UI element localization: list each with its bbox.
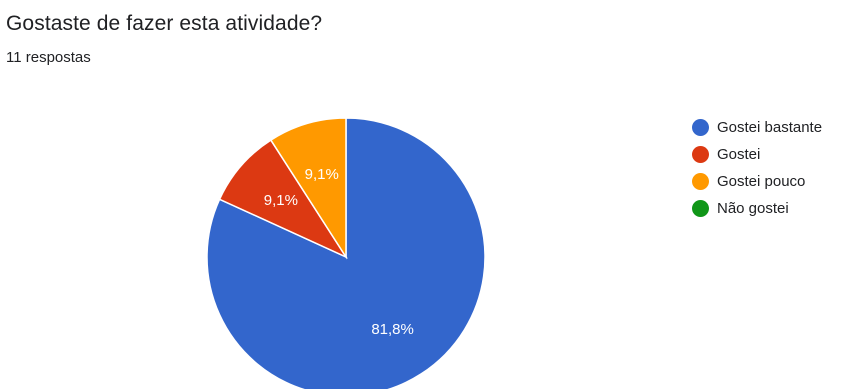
- chart-legend: Gostei bastante Gostei Gostei pouco Não gos…: [692, 114, 822, 222]
- pie-slice-label-2: 9,1%: [305, 166, 339, 183]
- legend-label: Gostei pouco: [717, 173, 806, 190]
- pie-slice-1[interactable]: [218, 139, 349, 259]
- pie-slice-2[interactable]: [269, 117, 347, 260]
- pie-slice-label-0: 81,8%: [371, 321, 414, 338]
- legend-swatch: [692, 119, 709, 136]
- question-title: Gostaste de fazer esta atividade?: [6, 12, 323, 35]
- legend-swatch: [692, 173, 709, 190]
- pie-slice-label-1: 9,1%: [264, 192, 298, 209]
- pie-slice-0[interactable]: [206, 117, 486, 389]
- legend-label: Não gostei: [717, 200, 789, 217]
- legend-item[interactable]: Gostei pouco: [692, 168, 822, 195]
- response-count: 11 respostas: [6, 49, 91, 66]
- pie-chart: 81,8% 9,1% 9,1%: [206, 117, 486, 389]
- legend-item[interactable]: Gostei: [692, 141, 822, 168]
- legend-item[interactable]: Não gostei: [692, 195, 822, 222]
- legend-item[interactable]: Gostei bastante: [692, 114, 822, 141]
- legend-swatch: [692, 146, 709, 163]
- legend-swatch: [692, 200, 709, 217]
- legend-label: Gostei bastante: [717, 119, 823, 136]
- legend-label: Gostei: [717, 146, 761, 163]
